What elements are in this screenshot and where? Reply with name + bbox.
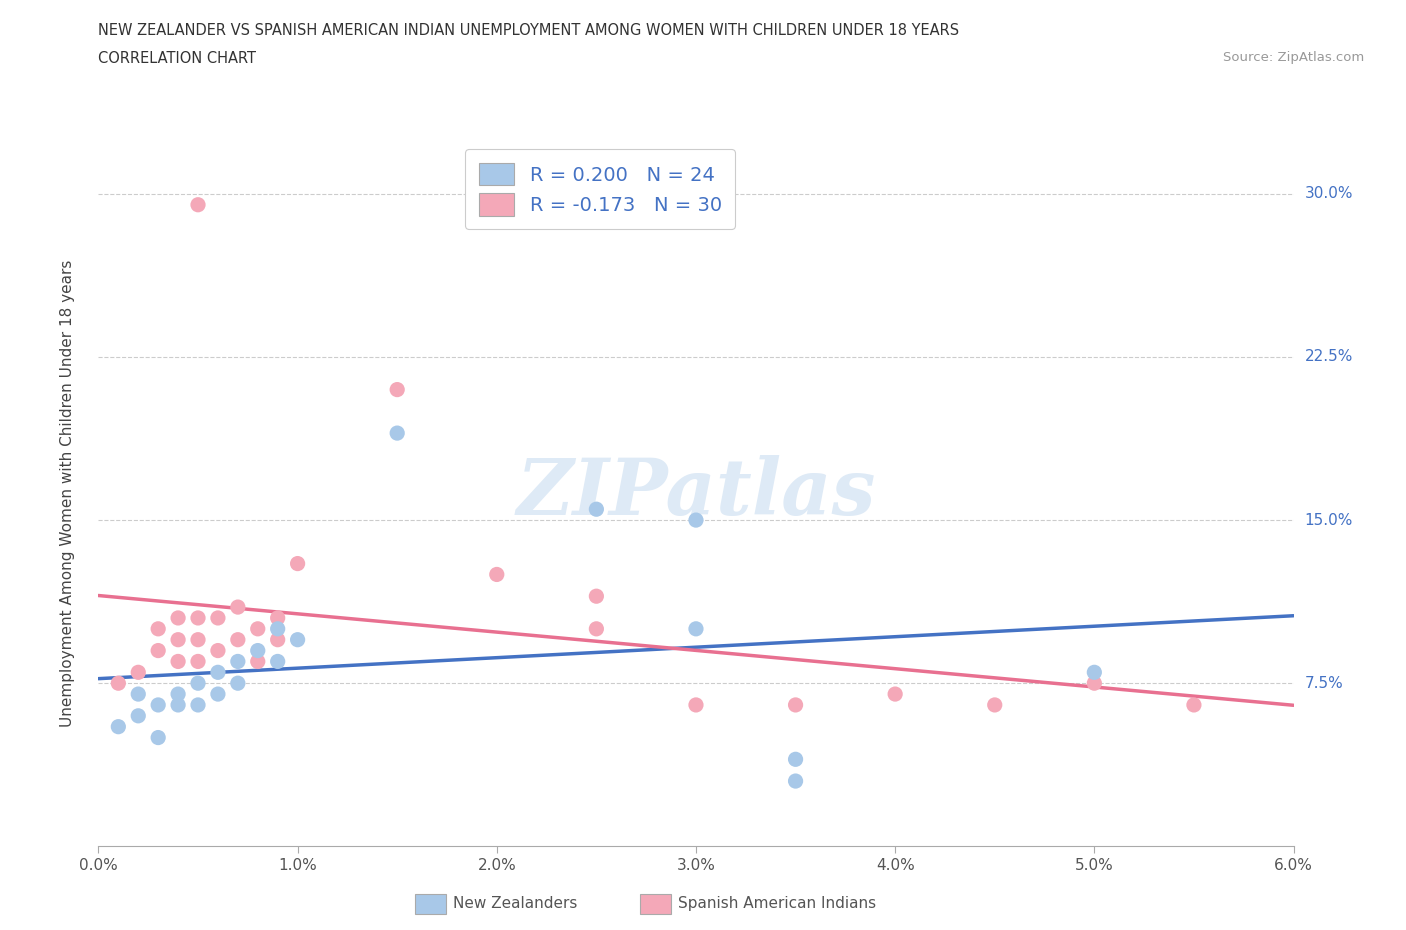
Point — [187, 654, 209, 669]
Point — [107, 676, 129, 691]
Point — [785, 698, 807, 712]
Text: New Zealanders: New Zealanders — [453, 897, 576, 911]
Text: ZIPatlas: ZIPatlas — [516, 455, 876, 531]
Point — [167, 632, 190, 647]
Point — [207, 610, 229, 625]
Point — [148, 698, 170, 712]
Point — [207, 686, 229, 701]
Text: Source: ZipAtlas.com: Source: ZipAtlas.com — [1223, 51, 1364, 64]
Point — [267, 610, 290, 625]
Text: 30.0%: 30.0% — [1305, 186, 1353, 202]
Point — [785, 751, 807, 766]
Point — [287, 632, 309, 647]
Point — [226, 632, 249, 647]
Point — [785, 774, 807, 789]
Point — [187, 632, 209, 647]
Point — [884, 686, 907, 701]
Point — [226, 676, 249, 691]
Point — [585, 502, 607, 517]
Point — [167, 610, 190, 625]
Y-axis label: Unemployment Among Women with Children Under 18 years: Unemployment Among Women with Children U… — [60, 259, 75, 726]
Point — [385, 382, 409, 397]
Point — [267, 621, 290, 636]
Point — [226, 654, 249, 669]
Point — [187, 676, 209, 691]
Text: 22.5%: 22.5% — [1305, 350, 1353, 365]
Point — [385, 426, 409, 441]
Point — [485, 567, 508, 582]
Text: 15.0%: 15.0% — [1305, 512, 1353, 527]
Point — [167, 686, 190, 701]
Point — [107, 719, 129, 734]
Point — [167, 654, 190, 669]
Text: CORRELATION CHART: CORRELATION CHART — [98, 51, 256, 66]
Point — [585, 589, 607, 604]
Point — [187, 610, 209, 625]
Point — [226, 600, 249, 615]
Point — [685, 698, 707, 712]
Text: NEW ZEALANDER VS SPANISH AMERICAN INDIAN UNEMPLOYMENT AMONG WOMEN WITH CHILDREN : NEW ZEALANDER VS SPANISH AMERICAN INDIAN… — [98, 23, 959, 38]
Point — [187, 197, 209, 212]
Point — [207, 644, 229, 658]
Point — [127, 686, 149, 701]
Point — [127, 709, 149, 724]
Point — [246, 654, 269, 669]
Point — [267, 654, 290, 669]
Point — [246, 644, 269, 658]
Point — [207, 665, 229, 680]
Point — [167, 698, 190, 712]
Point — [148, 730, 170, 745]
Text: Spanish American Indians: Spanish American Indians — [678, 897, 876, 911]
Point — [246, 621, 269, 636]
Point — [287, 556, 309, 571]
Point — [267, 632, 290, 647]
Point — [1083, 676, 1105, 691]
Point — [585, 621, 607, 636]
Point — [187, 698, 209, 712]
Text: 7.5%: 7.5% — [1305, 676, 1343, 691]
Legend: R = 0.200   N = 24, R = -0.173   N = 30: R = 0.200 N = 24, R = -0.173 N = 30 — [465, 149, 735, 229]
Point — [148, 621, 170, 636]
Point — [685, 621, 707, 636]
Point — [685, 512, 707, 527]
Point — [983, 698, 1005, 712]
Point — [127, 665, 149, 680]
Point — [1083, 665, 1105, 680]
Point — [1182, 698, 1205, 712]
Point — [148, 644, 170, 658]
